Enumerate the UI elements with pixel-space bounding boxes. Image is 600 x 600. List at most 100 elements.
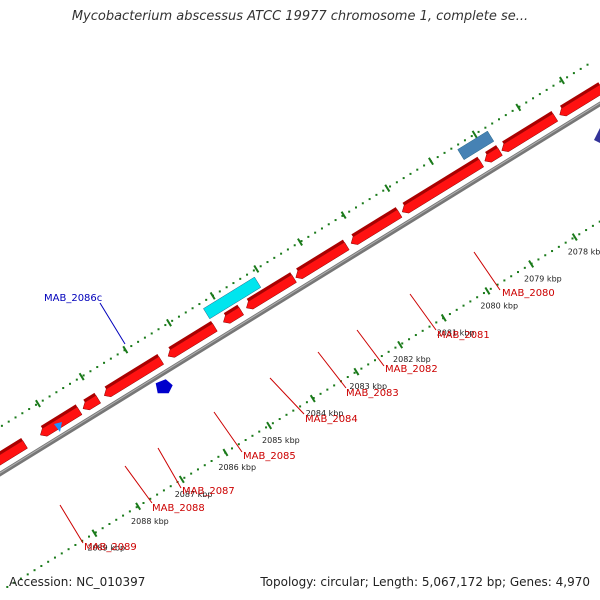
tick-label-11: 2088 kbp — [131, 517, 169, 526]
tick-dot — [462, 304, 465, 307]
tick-dot — [421, 329, 424, 332]
tick-dot — [28, 408, 31, 411]
major-tick — [91, 529, 98, 538]
tick-dot — [122, 514, 125, 517]
gene-mab-2082 — [350, 209, 403, 245]
major-tick — [309, 394, 316, 403]
tick-dot — [476, 296, 479, 299]
tick-dot — [33, 569, 36, 572]
tick-dot — [497, 118, 500, 121]
tick-dot — [395, 181, 398, 184]
tick-dot — [504, 114, 507, 117]
tick-dot — [436, 156, 439, 159]
tick-label-7: 2084 kbp — [306, 409, 344, 418]
major-tick — [384, 184, 391, 193]
gene-mab-2088b — [40, 406, 83, 437]
tick-dot — [137, 340, 140, 343]
backbone-line — [0, 101, 600, 477]
tick-dot — [389, 185, 392, 188]
tick-dot — [251, 434, 254, 437]
tick-dot — [334, 219, 337, 222]
gene-mab-2085a-shade — [223, 304, 239, 316]
tick-dot — [428, 325, 431, 328]
tick-dot — [285, 413, 288, 416]
tick-label-1: 2078 kbp — [568, 248, 600, 257]
leader-mab-2082 — [356, 329, 385, 367]
tick-dot — [19, 577, 22, 580]
gene-label-mab-2087: MAB_2087 — [182, 486, 235, 497]
tick-dot — [239, 277, 242, 280]
tick-dot — [62, 387, 65, 390]
tick-dot — [190, 472, 193, 475]
tick-dot — [591, 224, 594, 227]
gene-mab-2081-shade — [402, 156, 479, 206]
tick-dot — [367, 363, 370, 366]
tick-dot — [559, 80, 562, 83]
tick-dot — [21, 412, 24, 415]
major-tick — [559, 76, 565, 85]
tick-dot — [244, 439, 247, 442]
tick-dot — [135, 506, 138, 509]
gene-label-mab-2083: MAB_2083 — [346, 388, 399, 399]
major-tick — [78, 372, 85, 381]
major-tick — [297, 238, 303, 246]
tick-dot — [13, 581, 16, 584]
tick-dot — [237, 443, 240, 446]
major-tick — [484, 286, 491, 295]
leader-mab-2085 — [213, 411, 243, 453]
tick-dot — [116, 353, 119, 356]
tick-dot — [375, 193, 378, 196]
tick-dot — [60, 552, 63, 555]
tick-dot — [463, 139, 466, 142]
tick-dot — [69, 382, 72, 385]
major-tick — [35, 399, 41, 408]
tick-dot — [246, 273, 249, 276]
tick-dot — [326, 388, 329, 391]
backbone-highlight — [0, 102, 600, 474]
tick-dot — [545, 88, 548, 91]
tick-dot — [348, 210, 351, 213]
tick-dot — [598, 220, 600, 223]
tick-dot — [496, 283, 499, 286]
gene-mab-2081 — [401, 158, 485, 214]
tick-dot — [265, 426, 268, 429]
major-tick — [266, 421, 273, 430]
major-tick — [340, 211, 347, 220]
tick-dot — [278, 418, 281, 421]
leader-mab-2084 — [269, 377, 305, 415]
gene-mab-2083-shade — [296, 239, 345, 271]
gene-edge-navy — [594, 128, 600, 143]
tick-dot — [292, 409, 295, 412]
tick-dot — [252, 269, 255, 272]
tick-dot — [96, 366, 99, 369]
tick-dot — [198, 303, 201, 306]
tick-dot — [191, 307, 194, 310]
tick-dot — [109, 357, 112, 360]
tick-label-10: 2087 kbp — [175, 490, 213, 499]
tick-dot — [484, 126, 487, 129]
tick-dot — [551, 250, 554, 253]
tick-dot — [477, 130, 480, 133]
tick-dot — [130, 345, 133, 348]
tick-dot — [327, 223, 330, 226]
tick-dot — [293, 244, 296, 247]
gene-mab-2079-shade — [560, 82, 600, 109]
tick-dot — [231, 447, 234, 450]
tick-dot — [409, 172, 412, 175]
tick-dot — [346, 376, 349, 379]
tick-dot — [423, 164, 426, 167]
tick-dot — [34, 403, 37, 406]
tick-dot — [525, 101, 528, 104]
tick-dot — [108, 522, 111, 525]
tick-dot — [416, 168, 419, 171]
gene-labels: MAB_2080 MAB_2081 MAB_2082 MAB_2083 MAB_2084… — [44, 251, 555, 553]
tick-dot — [103, 361, 106, 364]
tick-dot — [585, 229, 588, 232]
tick-dot — [523, 266, 526, 269]
gene-mab-2088-shade — [83, 392, 96, 403]
tick-dot — [280, 252, 283, 255]
major-tick — [253, 265, 260, 273]
tick-label-2: 2079 kbp — [524, 274, 562, 283]
tick-dot — [210, 460, 213, 463]
